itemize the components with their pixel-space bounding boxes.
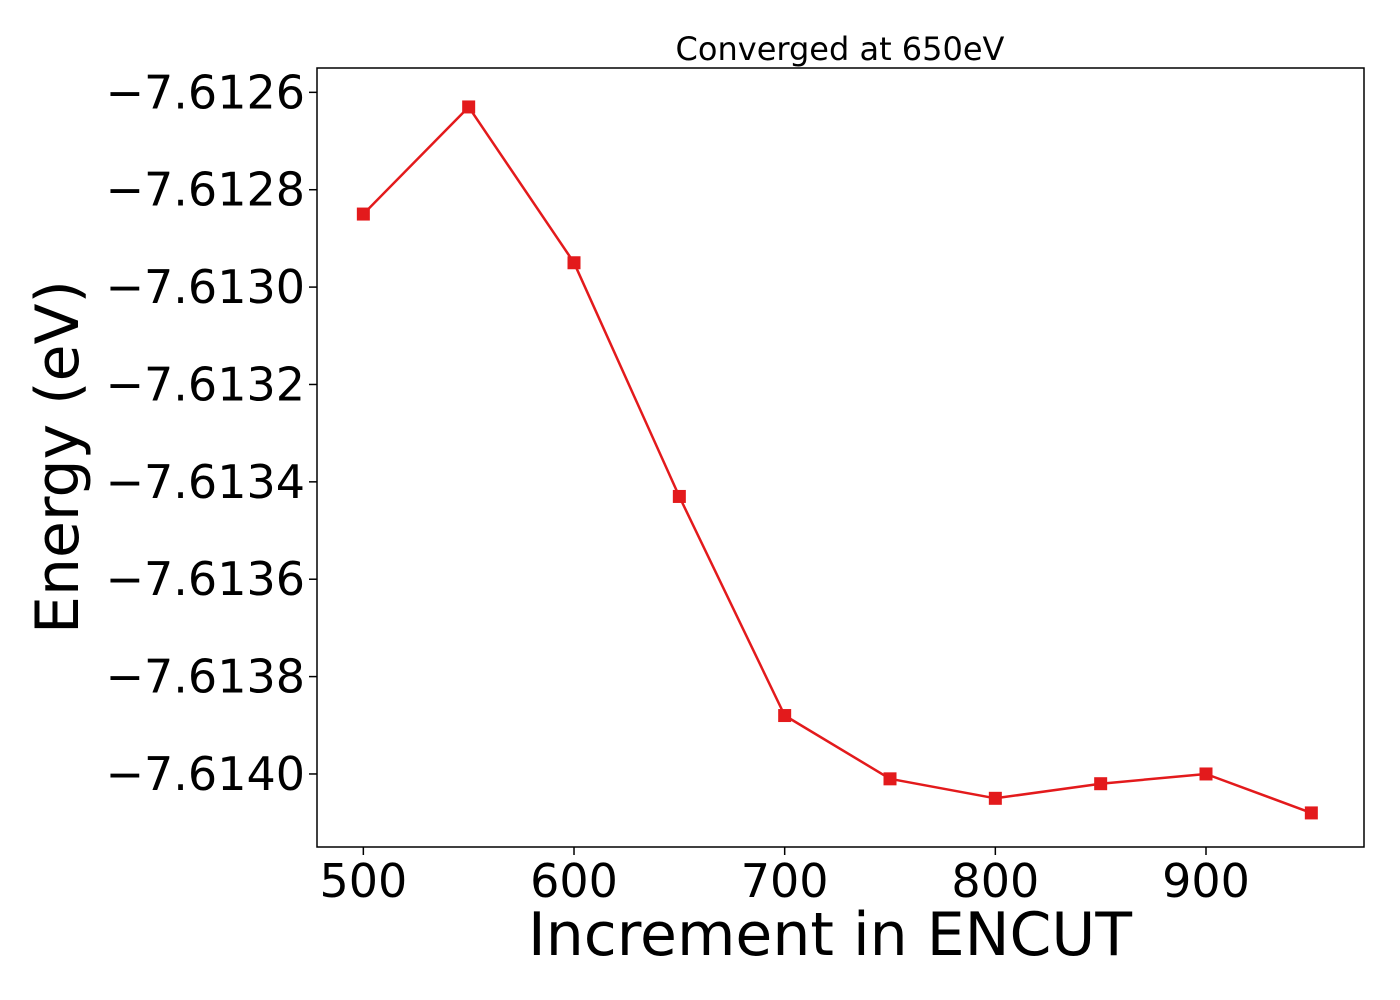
series-line xyxy=(362,105,1312,815)
x-tick-label: 700 xyxy=(741,854,829,908)
data-point xyxy=(778,709,792,723)
x-axis-label: Increment in ENCUT xyxy=(528,900,1132,970)
data-point xyxy=(462,100,476,114)
y-tick-label: −7.6126 xyxy=(106,65,306,119)
data-point xyxy=(567,256,581,270)
y-tick-label: −7.6132 xyxy=(106,357,306,411)
x-tick-label: 900 xyxy=(1162,854,1250,908)
data-point xyxy=(883,772,897,786)
y-tick-label: −7.6138 xyxy=(106,650,306,704)
x-tick-label: 500 xyxy=(319,854,407,908)
y-tick-label: −7.6136 xyxy=(106,552,306,606)
y-tick-label: −7.6128 xyxy=(106,163,306,217)
y-axis-label: Energy (eV) xyxy=(23,280,93,634)
y-tick-label: −7.6134 xyxy=(106,455,306,509)
plot-area: 500 600 700 800 900 −7.6126−7.6128−7.6130−7.… xyxy=(106,65,1365,908)
data-point xyxy=(1304,806,1318,820)
y-tick-label: −7.6140 xyxy=(106,747,306,801)
data-markers xyxy=(356,100,1318,820)
data-point xyxy=(1094,777,1108,791)
y-tick-label: −7.6130 xyxy=(106,260,306,314)
chart-title: Converged at 650eV xyxy=(676,30,1005,68)
data-point xyxy=(988,791,1002,805)
data-point xyxy=(672,489,686,503)
y-axis-ticks: −7.6126 −7.6128 −7.6130 −7.6132 −7.6134 −7.61… xyxy=(106,65,317,801)
data-point xyxy=(1199,767,1213,781)
data-point xyxy=(356,207,370,221)
x-axis-ticks: 500 600 700 800 900 xyxy=(319,847,1250,908)
x-tick-label: 600 xyxy=(530,854,618,908)
x-tick-label: 800 xyxy=(951,854,1039,908)
plot-frame xyxy=(316,67,1365,848)
